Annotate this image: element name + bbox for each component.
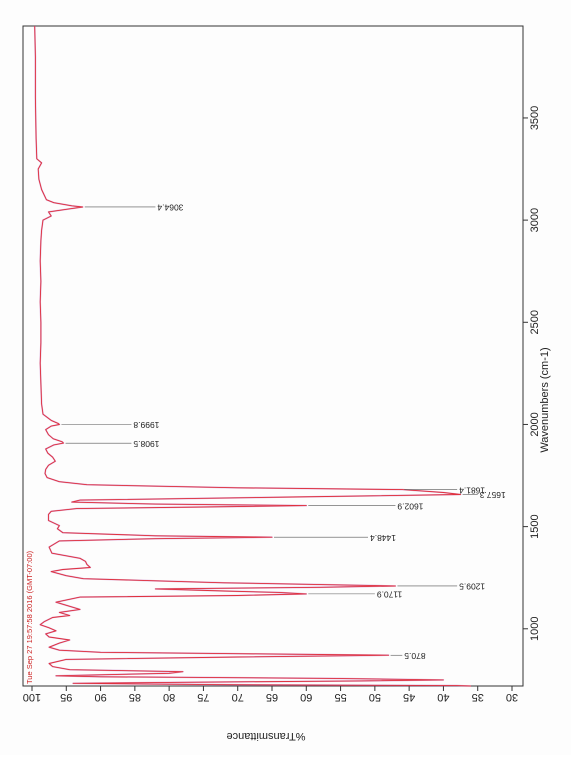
y-tick-label: 60 xyxy=(300,691,312,703)
x-tick-label: 3000 xyxy=(529,208,541,232)
y-tick-label: 45 xyxy=(403,691,415,703)
x-tick-label: 2000 xyxy=(529,412,541,436)
peak-label: 1170.9 xyxy=(377,590,403,600)
peak-label: 1908.5 xyxy=(133,439,159,449)
x-tick-label: 2500 xyxy=(529,310,541,334)
spectrum-line-shadow xyxy=(33,25,471,687)
y-tick-label: 30 xyxy=(506,691,518,703)
spectrum-line xyxy=(34,25,471,687)
x-tick-label: 1000 xyxy=(529,617,541,641)
y-tick-label: 55 xyxy=(334,691,346,703)
timestamp-label: Tue Sep 27 19:57:58 2016 (GMT-07:00) xyxy=(25,550,34,684)
peak-label: 1681.4 xyxy=(459,485,485,495)
y-tick-label: 95 xyxy=(60,691,72,703)
peak-label: 1209.5 xyxy=(459,582,485,592)
y-tick-label: 70 xyxy=(232,691,244,703)
x-tick-label: 3500 xyxy=(529,106,541,130)
x-tick-label: 1500 xyxy=(529,514,541,538)
peak-label: 1999.8 xyxy=(133,420,159,430)
peak-label: 3064.4 xyxy=(157,203,183,213)
y-tick-label: 90 xyxy=(94,691,106,703)
x-axis-title: Wavenumbers (cm-1) xyxy=(539,347,551,452)
peak-label: 1602.9 xyxy=(397,501,423,511)
y-tick-label: 85 xyxy=(129,691,141,703)
spectrum-series xyxy=(33,25,471,687)
peak-label: 870.5 xyxy=(404,651,426,661)
peak-label: 1448.4 xyxy=(370,533,396,543)
peak-label: 1657.3 xyxy=(479,490,505,500)
x-axis-ticks: 3500 3000 2500 2000 1500 1000 xyxy=(523,106,541,641)
y-axis-ticks: 100 95 90 85 80 75 70 65 60 55 50 45 40 35 30 xyxy=(23,686,518,703)
y-tick-label: 75 xyxy=(197,691,209,703)
y-axis-title: %Transmittance xyxy=(226,730,305,742)
plot-frame xyxy=(22,25,524,687)
y-tick-label: 35 xyxy=(472,691,484,703)
y-tick-label: 80 xyxy=(163,691,175,703)
y-tick-label: 100 xyxy=(23,691,41,703)
y-tick-label: 50 xyxy=(369,691,381,703)
y-tick-label: 65 xyxy=(266,691,278,703)
y-tick-label: 40 xyxy=(437,691,449,703)
